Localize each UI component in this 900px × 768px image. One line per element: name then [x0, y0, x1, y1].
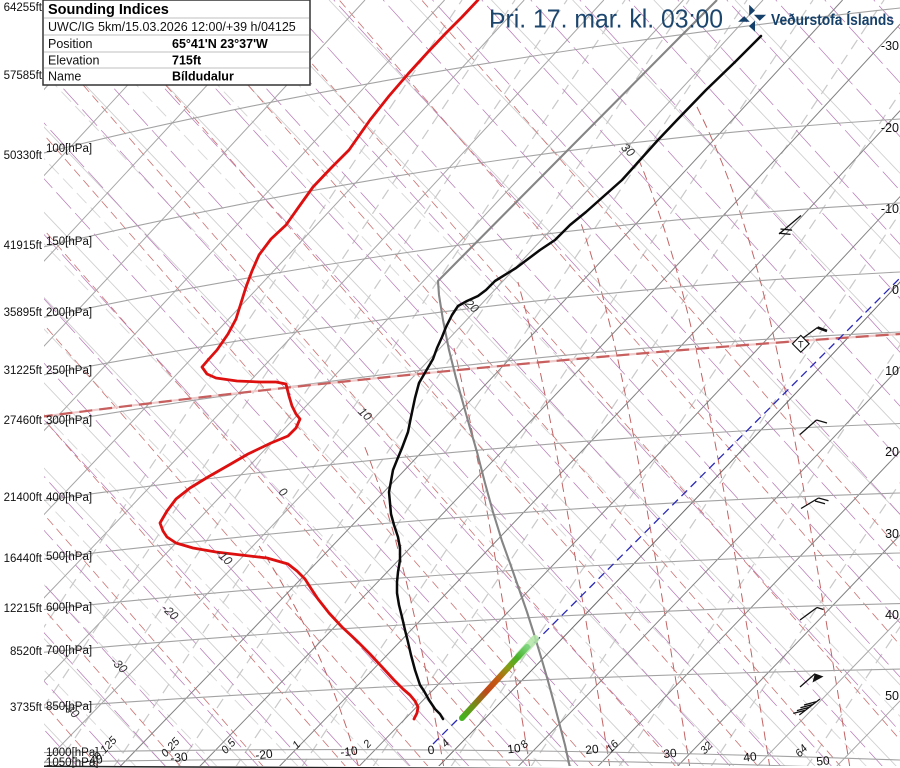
svg-text:20: 20 [885, 445, 899, 459]
svg-text:700[hPa]: 700[hPa] [46, 645, 92, 657]
svg-text:8520ft: 8520ft [10, 646, 43, 658]
svg-text:41915ft: 41915ft [4, 240, 43, 252]
svg-text:-20: -20 [881, 121, 899, 135]
svg-text:64255ft: 64255ft [4, 2, 43, 14]
svg-text:-10: -10 [340, 744, 359, 760]
svg-text:50: 50 [885, 689, 899, 703]
svg-text:40: 40 [743, 749, 758, 764]
svg-text:1000[hPa]: 1000[hPa] [46, 747, 98, 759]
svg-text:Elevation: Elevation [48, 54, 99, 68]
svg-text:Bíldudalur: Bíldudalur [172, 70, 234, 84]
svg-text:-40: -40 [85, 752, 104, 768]
svg-text:40: 40 [885, 608, 899, 622]
svg-text:UWC/IG 5km/15.03.2026 12:00/+3: UWC/IG 5km/15.03.2026 12:00/+39 h/04125 [48, 20, 296, 34]
svg-text:10: 10 [507, 741, 522, 756]
svg-text:16440ft: 16440ft [4, 553, 43, 565]
svg-text:Sounding Indices: Sounding Indices [48, 2, 169, 18]
svg-text:Veðurstofa Íslands: Veðurstofa Íslands [771, 12, 894, 29]
svg-text:850[hPa]: 850[hPa] [46, 701, 92, 713]
svg-text:21400ft: 21400ft [4, 492, 43, 504]
svg-text:1050[hPa]: 1050[hPa] [46, 757, 98, 768]
svg-text:300[hPa]: 300[hPa] [46, 415, 92, 427]
svg-text:0: 0 [427, 743, 435, 758]
svg-text:50330ft: 50330ft [4, 150, 43, 162]
svg-text:30: 30 [663, 746, 678, 761]
svg-text:Position: Position [48, 37, 93, 51]
svg-text:200[hPa]: 200[hPa] [46, 307, 92, 319]
svg-text:57585ft: 57585ft [4, 70, 43, 82]
svg-text:65°41'N 23°37'W: 65°41'N 23°37'W [172, 37, 268, 51]
svg-text:31225ft: 31225ft [4, 365, 43, 377]
svg-text:35895ft: 35895ft [4, 307, 43, 319]
svg-text:100[hPa]: 100[hPa] [46, 143, 92, 155]
svg-text:20: 20 [585, 742, 600, 757]
svg-text:30: 30 [885, 527, 899, 541]
svg-text:Þri. 17. mar. kl. 03:00: Þri. 17. mar. kl. 03:00 [489, 4, 723, 34]
svg-text:27460ft: 27460ft [4, 415, 43, 427]
svg-text:250[hPa]: 250[hPa] [46, 365, 92, 377]
svg-text:Name: Name [48, 70, 81, 84]
svg-text:-30: -30 [170, 750, 189, 766]
svg-text:-10: -10 [881, 202, 899, 216]
svg-text:3735ft: 3735ft [10, 702, 43, 714]
svg-text:500[hPa]: 500[hPa] [46, 551, 92, 563]
svg-text:0: 0 [892, 283, 899, 297]
svg-text:400[hPa]: 400[hPa] [46, 492, 92, 504]
svg-text:50: 50 [816, 753, 831, 768]
svg-text:10: 10 [885, 364, 899, 378]
svg-text:12215ft: 12215ft [4, 603, 43, 615]
svg-text:-30: -30 [881, 39, 899, 53]
svg-text:715ft: 715ft [172, 54, 202, 68]
svg-text:150[hPa]: 150[hPa] [46, 236, 92, 248]
svg-text:600[hPa]: 600[hPa] [46, 602, 92, 614]
svg-text:T: T [798, 339, 804, 349]
svg-text:-20: -20 [255, 747, 274, 763]
